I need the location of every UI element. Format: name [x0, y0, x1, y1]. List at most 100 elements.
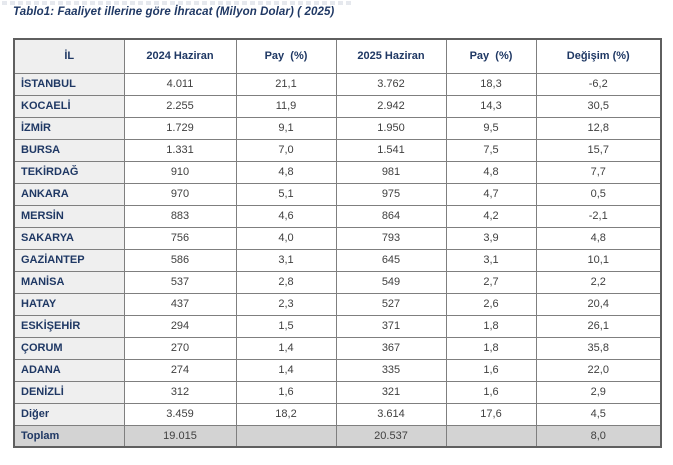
cell-value: 3,1	[445, 248, 537, 272]
cropped-text-edge	[2, 1, 354, 5]
cell-value: 1.541	[335, 138, 447, 162]
cell-value: 20,4	[535, 292, 662, 316]
table-row: GAZİANTEP 586 3,1 645 3,1 10,1	[13, 248, 662, 272]
table-row: İZMİR 1.729 9,1 1.950 9,5 12,8	[13, 116, 662, 140]
cell-value: 4,2	[445, 204, 537, 228]
cell-value: 1,4	[235, 336, 337, 360]
table-row: ADANA 274 1,4 335 1,6 22,0	[13, 358, 662, 382]
cell-value: 3.614	[335, 402, 447, 426]
cell-value: 4,5	[535, 402, 662, 426]
cell-value: 274	[123, 358, 237, 382]
cell-value: 2.255	[123, 94, 237, 118]
cell-value	[445, 424, 537, 448]
cell-value: 7,7	[535, 160, 662, 184]
cell-value: 9,5	[445, 116, 537, 140]
cell-value: 7,0	[235, 138, 337, 162]
row-label: MERSİN	[13, 204, 125, 228]
cell-value: 883	[123, 204, 237, 228]
cell-value: 9,1	[235, 116, 337, 140]
total-row: Toplam 19.015 20.537 8,0	[13, 424, 662, 448]
cell-value: 4,7	[445, 182, 537, 206]
cell-value: 981	[335, 160, 447, 184]
export-by-province-table: İL 2024 Haziran Pay (%) 2025 Haziran Pay (%)…	[13, 38, 662, 448]
cell-value: 270	[123, 336, 237, 360]
row-label: ANKARA	[13, 182, 125, 206]
cell-value: 2,3	[235, 292, 337, 316]
cell-value: 756	[123, 226, 237, 250]
cell-value: -2,1	[535, 204, 662, 228]
row-label: MANİSA	[13, 270, 125, 294]
cell-value: 335	[335, 358, 447, 382]
cell-value: 7,5	[445, 138, 537, 162]
cell-value: 1,5	[235, 314, 337, 338]
row-label: GAZİANTEP	[13, 248, 125, 272]
cell-value: 17,6	[445, 402, 537, 426]
cell-value: 1,8	[445, 336, 537, 360]
cell-value: 1,6	[445, 380, 537, 404]
cell-value: 586	[123, 248, 237, 272]
row-label: Diğer	[13, 402, 125, 426]
table-body: İSTANBUL 4.011 21,1 3.762 18,3 -6,2 KOCAELİ 2.2…	[13, 72, 662, 448]
table-row: BURSA 1.331 7,0 1.541 7,5 15,7	[13, 138, 662, 162]
cell-value: 10,1	[535, 248, 662, 272]
cell-value: 549	[335, 270, 447, 294]
cell-value: 26,1	[535, 314, 662, 338]
cell-value: 4.011	[123, 72, 237, 96]
column-header-5: Değişim (%)	[535, 38, 662, 74]
row-label: ESKİŞEHİR	[13, 314, 125, 338]
column-header-2: Pay (%)	[235, 38, 337, 74]
cell-value: 1.331	[123, 138, 237, 162]
table-header: İL 2024 Haziran Pay (%) 2025 Haziran Pay (%)…	[13, 38, 662, 74]
cell-value: 793	[335, 226, 447, 250]
table-row: ANKARA 970 5,1 975 4,7 0,5	[13, 182, 662, 206]
cell-value: 18,2	[235, 402, 337, 426]
column-header-4: Pay (%)	[445, 38, 537, 74]
cell-value: 1.950	[335, 116, 447, 140]
table-row: Diğer 3.459 18,2 3.614 17,6 4,5	[13, 402, 662, 426]
cell-value: 4,8	[535, 226, 662, 250]
cell-value: 910	[123, 160, 237, 184]
cell-value: 1,6	[235, 380, 337, 404]
table-row: ÇORUM 270 1,4 367 1,8 35,8	[13, 336, 662, 360]
row-label: Toplam	[13, 424, 125, 448]
column-header-3: 2025 Haziran	[335, 38, 447, 74]
cell-value: 14,3	[445, 94, 537, 118]
cell-value: 970	[123, 182, 237, 206]
row-label: İSTANBUL	[13, 72, 125, 96]
cell-value: 1,8	[445, 314, 537, 338]
cell-value: 312	[123, 380, 237, 404]
cell-value: 20.537	[335, 424, 447, 448]
cell-value: 4,6	[235, 204, 337, 228]
cell-value: 5,1	[235, 182, 337, 206]
cell-value: 975	[335, 182, 447, 206]
header-row: İL 2024 Haziran Pay (%) 2025 Haziran Pay (%)…	[13, 38, 662, 74]
table-row: TEKİRDAĞ 910 4,8 981 4,8 7,7	[13, 160, 662, 184]
cell-value: 537	[123, 270, 237, 294]
table-row: SAKARYA 756 4,0 793 3,9 4,8	[13, 226, 662, 250]
row-label: KOCAELİ	[13, 94, 125, 118]
cell-value: -6,2	[535, 72, 662, 96]
cell-value: 1.729	[123, 116, 237, 140]
cell-value: 371	[335, 314, 447, 338]
cell-value: 2,2	[535, 270, 662, 294]
cell-value: 2,9	[535, 380, 662, 404]
cell-value: 22,0	[535, 358, 662, 382]
row-label: İZMİR	[13, 116, 125, 140]
table-row: HATAY 437 2,3 527 2,6 20,4	[13, 292, 662, 316]
cell-value: 321	[335, 380, 447, 404]
cell-value: 2,7	[445, 270, 537, 294]
table-row: MANİSA 537 2,8 549 2,7 2,2	[13, 270, 662, 294]
row-label: BURSA	[13, 138, 125, 162]
cell-value: 527	[335, 292, 447, 316]
cell-value: 11,9	[235, 94, 337, 118]
cell-value: 437	[123, 292, 237, 316]
cell-value: 4,8	[445, 160, 537, 184]
cell-value: 8,0	[535, 424, 662, 448]
cell-value: 367	[335, 336, 447, 360]
row-label: SAKARYA	[13, 226, 125, 250]
cell-value: 35,8	[535, 336, 662, 360]
cell-value: 1,4	[235, 358, 337, 382]
cell-value: 15,7	[535, 138, 662, 162]
cell-value: 3.459	[123, 402, 237, 426]
cell-value: 2.942	[335, 94, 447, 118]
